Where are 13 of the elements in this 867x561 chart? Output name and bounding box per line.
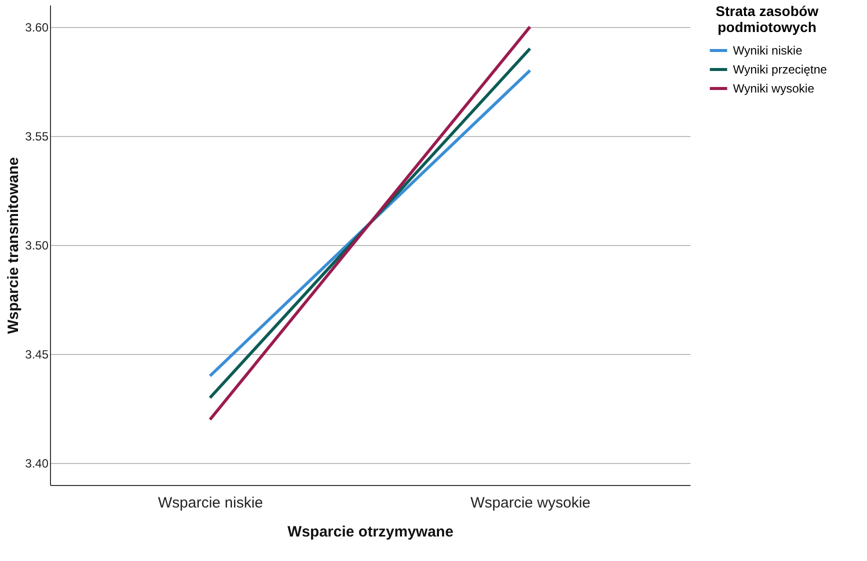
legend-label: Wyniki wysokie [733,82,815,96]
x-tick-label: Wsparcie niskie [158,494,264,512]
y-tick-label: 3.55 [25,129,49,144]
x-tick-label: Wsparcie wysokie [470,494,591,512]
y-axis-title: Wsparcie transmitowane [5,157,22,334]
legend-label: Wyniki przeciętne [733,62,828,76]
x-axis-title: Wsparcie otrzymywane [288,524,454,540]
y-tick-label: 3.50 [25,238,49,252]
y-tick-label: 3.45 [25,348,49,362]
legend-label: Wyniki niskie [733,44,803,58]
y-tick-label: 3.40 [25,456,49,471]
y-tick-label: 3.60 [25,20,49,34]
legend-title: Strata zasobów podmiotowych [716,3,818,35]
